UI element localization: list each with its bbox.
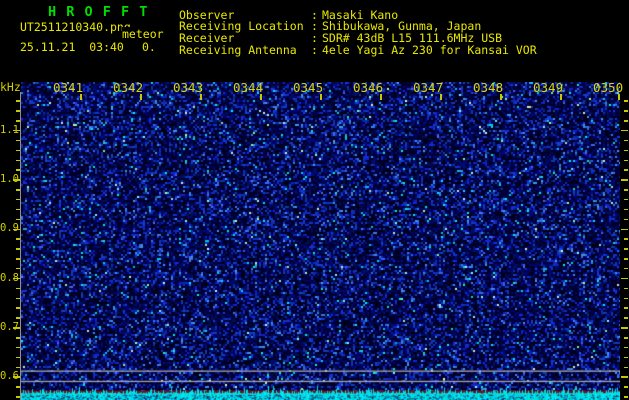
freq-minor-tick [16, 386, 20, 388]
time-label: 0343 [173, 80, 203, 95]
freq-major-tick-right [621, 229, 628, 231]
freq-minor-tick-right [624, 367, 628, 369]
freq-label: 0.8 [0, 272, 18, 284]
freq-minor-tick-right [624, 288, 628, 290]
freq-minor-tick-right [624, 169, 628, 171]
freq-minor-tick [16, 248, 20, 250]
spectrogram-canvas [21, 82, 620, 400]
time-label: 0348 [473, 80, 503, 95]
freq-minor-tick-right [624, 396, 628, 398]
freq-minor-tick [16, 219, 20, 221]
info-value: 4ele Yagi Az 230 for Kansai VOR [322, 43, 537, 57]
freq-minor-tick [16, 288, 20, 290]
freq-minor-tick [16, 199, 20, 201]
freq-minor-tick [16, 169, 20, 171]
freq-minor-tick [16, 160, 20, 162]
freq-minor-tick [16, 238, 20, 240]
freq-minor-tick [16, 189, 20, 191]
freq-minor-tick [16, 110, 20, 112]
freq-minor-tick [16, 396, 20, 398]
freq-minor-tick [16, 100, 20, 102]
freq-minor-tick [16, 307, 20, 309]
freq-label: 1.1 [0, 124, 18, 136]
freq-minor-tick-right [624, 150, 628, 152]
freq-minor-tick-right [624, 307, 628, 309]
freq-minor-tick-right [624, 298, 628, 300]
freq-minor-tick [16, 140, 20, 142]
datetime-label: 25.11.21 03:40 [20, 40, 124, 54]
freq-label: 1.0 [0, 173, 18, 185]
info-label: Receiving Antenna [179, 43, 297, 57]
freq-minor-tick-right [624, 110, 628, 112]
freq-minor-tick [16, 120, 20, 122]
time-label: 0347 [413, 80, 443, 95]
freq-major-tick-right [621, 278, 628, 280]
time-label: 0349 [533, 80, 563, 95]
freq-minor-tick-right [624, 140, 628, 142]
freq-label: 0.6 [0, 370, 18, 382]
freq-minor-tick-right [624, 199, 628, 201]
freq-minor-tick-right [624, 337, 628, 339]
time-label: 0344 [233, 80, 263, 95]
freq-minor-tick-right [624, 160, 628, 162]
hrofft-window: H R O F F T UT2511210340.png meteor 25.1… [0, 0, 629, 400]
freq-minor-tick [16, 357, 20, 359]
freq-minor-tick-right [624, 120, 628, 122]
freq-minor-tick-right [624, 248, 628, 250]
freq-minor-tick-right [624, 219, 628, 221]
freq-label: 0.9 [0, 222, 18, 234]
time-label: 0342 [113, 80, 143, 95]
freq-minor-tick-right [624, 357, 628, 359]
freq-minor-tick-right [624, 238, 628, 240]
freq-minor-tick [16, 317, 20, 319]
freq-minor-tick-right [624, 317, 628, 319]
time-label: 0350 [593, 80, 623, 95]
freq-major-tick-right [621, 179, 628, 181]
freq-minor-tick [16, 347, 20, 349]
app-title: H R O F F T [48, 4, 148, 20]
freq-major-tick-right [621, 376, 628, 378]
capture-filename: UT2511210340.png [20, 20, 131, 34]
freq-major-tick-right [621, 327, 628, 329]
freq-minor-tick [16, 209, 20, 211]
freq-minor-tick-right [624, 258, 628, 260]
freq-major-tick-right [621, 130, 628, 132]
freq-minor-tick [16, 258, 20, 260]
time-label: 0346 [353, 80, 383, 95]
freq-minor-tick-right [624, 209, 628, 211]
plot-left-border [20, 92, 22, 400]
time-label: 0341 [53, 80, 83, 95]
freq-minor-tick [16, 268, 20, 270]
freq-axis-unit: kHz [0, 80, 20, 94]
freq-minor-tick [16, 298, 20, 300]
freq-minor-tick-right [624, 268, 628, 270]
freq-minor-tick [16, 367, 20, 369]
freq-minor-tick-right [624, 386, 628, 388]
echo-count: 0. [142, 40, 156, 54]
observation-comment: meteor [122, 27, 164, 41]
freq-minor-tick [16, 150, 20, 152]
freq-minor-tick-right [624, 100, 628, 102]
freq-label: 0.7 [0, 321, 18, 333]
time-label: 0345 [293, 80, 323, 95]
freq-minor-tick-right [624, 347, 628, 349]
info-separator: : [311, 43, 318, 57]
freq-minor-tick [16, 337, 20, 339]
freq-minor-tick-right [624, 189, 628, 191]
